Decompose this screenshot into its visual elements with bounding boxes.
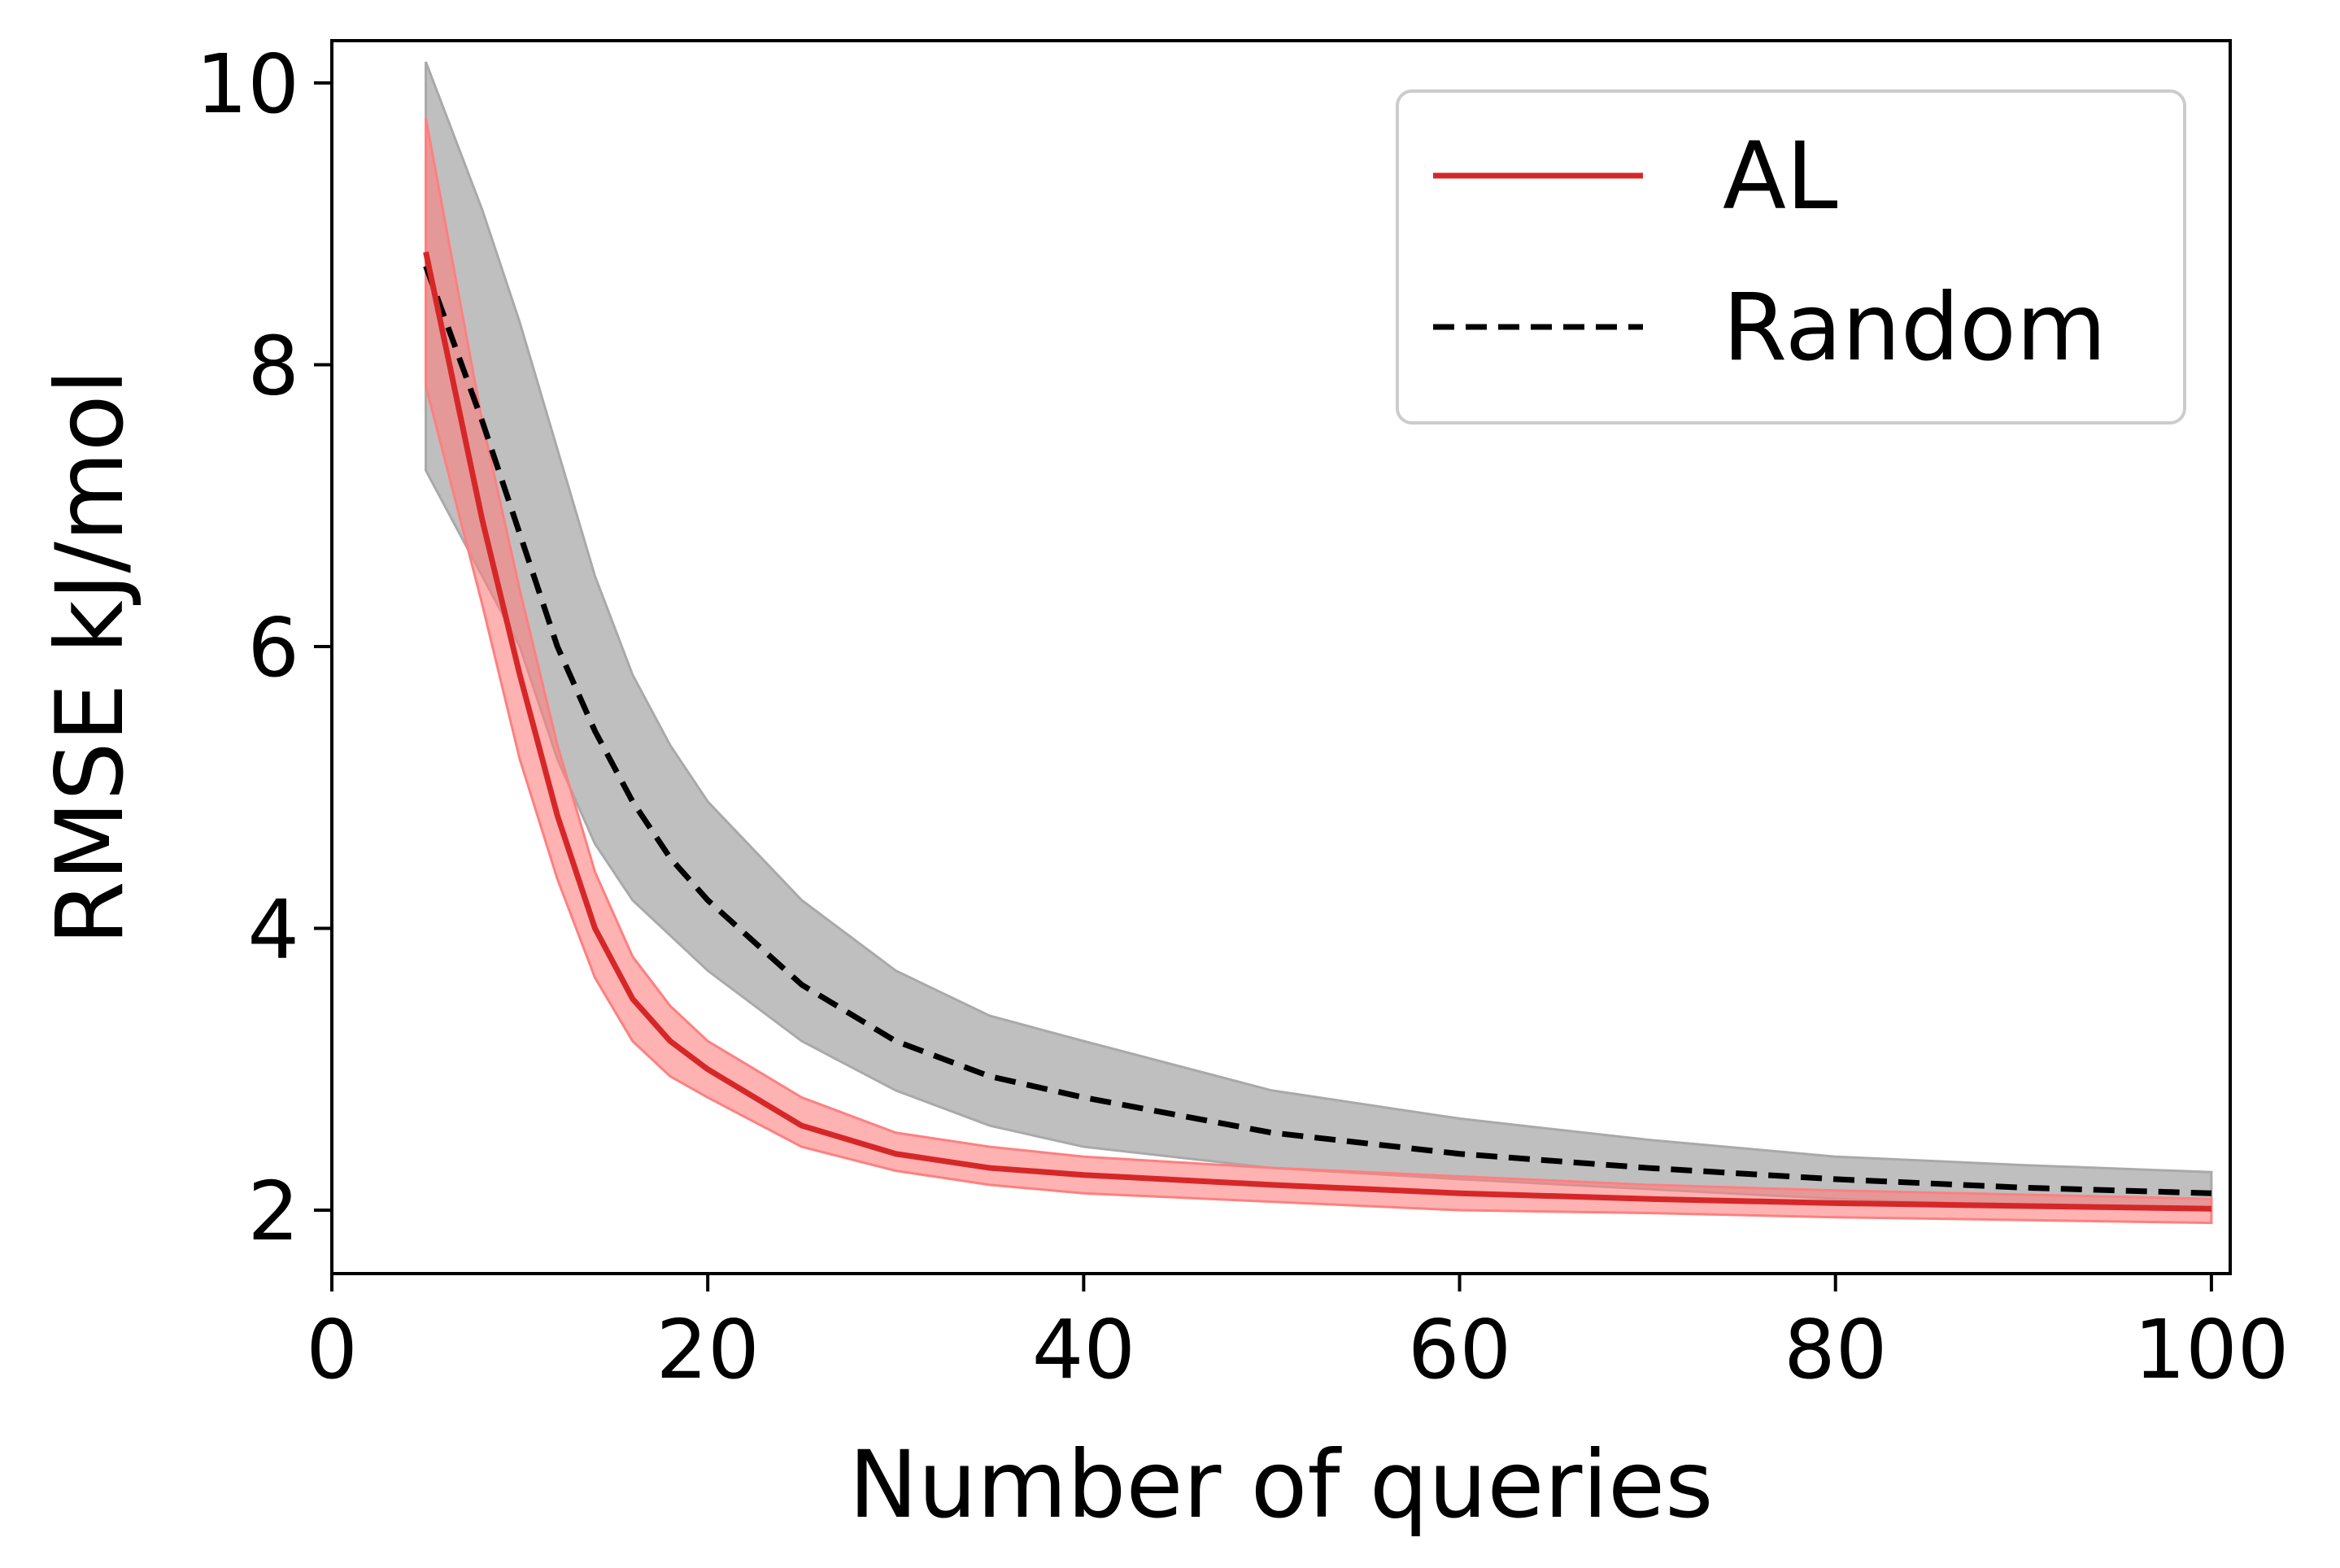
y-tick-label: 4: [247, 882, 299, 978]
y-axis-ticks: 2 4 6 8 10: [196, 37, 332, 1259]
y-axis-label: RMSE kJ/mol: [36, 369, 144, 946]
y-tick-label: 10: [196, 37, 299, 132]
band-al: [425, 118, 2213, 1225]
line-al: [423, 251, 2211, 1212]
confidence-bands: [425, 61, 2213, 1225]
line-random: [423, 265, 2211, 1196]
x-axis-ticks: 0 20 40 60 80 100: [306, 1274, 2289, 1397]
legend-label-random: Random: [1723, 273, 2107, 381]
y-tick-label: 2: [247, 1164, 299, 1259]
legend: AL Random: [1396, 89, 2186, 425]
x-axis-label: Number of queries: [848, 1431, 1713, 1539]
x-tick-label: 100: [2133, 1302, 2289, 1397]
y-tick-label: 6: [247, 600, 299, 695]
legend-label-al: AL: [1723, 122, 1838, 230]
x-tick-label: 20: [656, 1302, 760, 1397]
x-tick-label: 60: [1408, 1302, 1511, 1397]
x-tick-label: 40: [1032, 1302, 1135, 1397]
plot-frame: [330, 39, 2232, 1275]
y-tick-label: 8: [247, 318, 299, 413]
x-tick-label: 80: [1784, 1302, 1887, 1397]
x-tick-label: 0: [306, 1302, 358, 1397]
series-lines: [423, 251, 2211, 1212]
